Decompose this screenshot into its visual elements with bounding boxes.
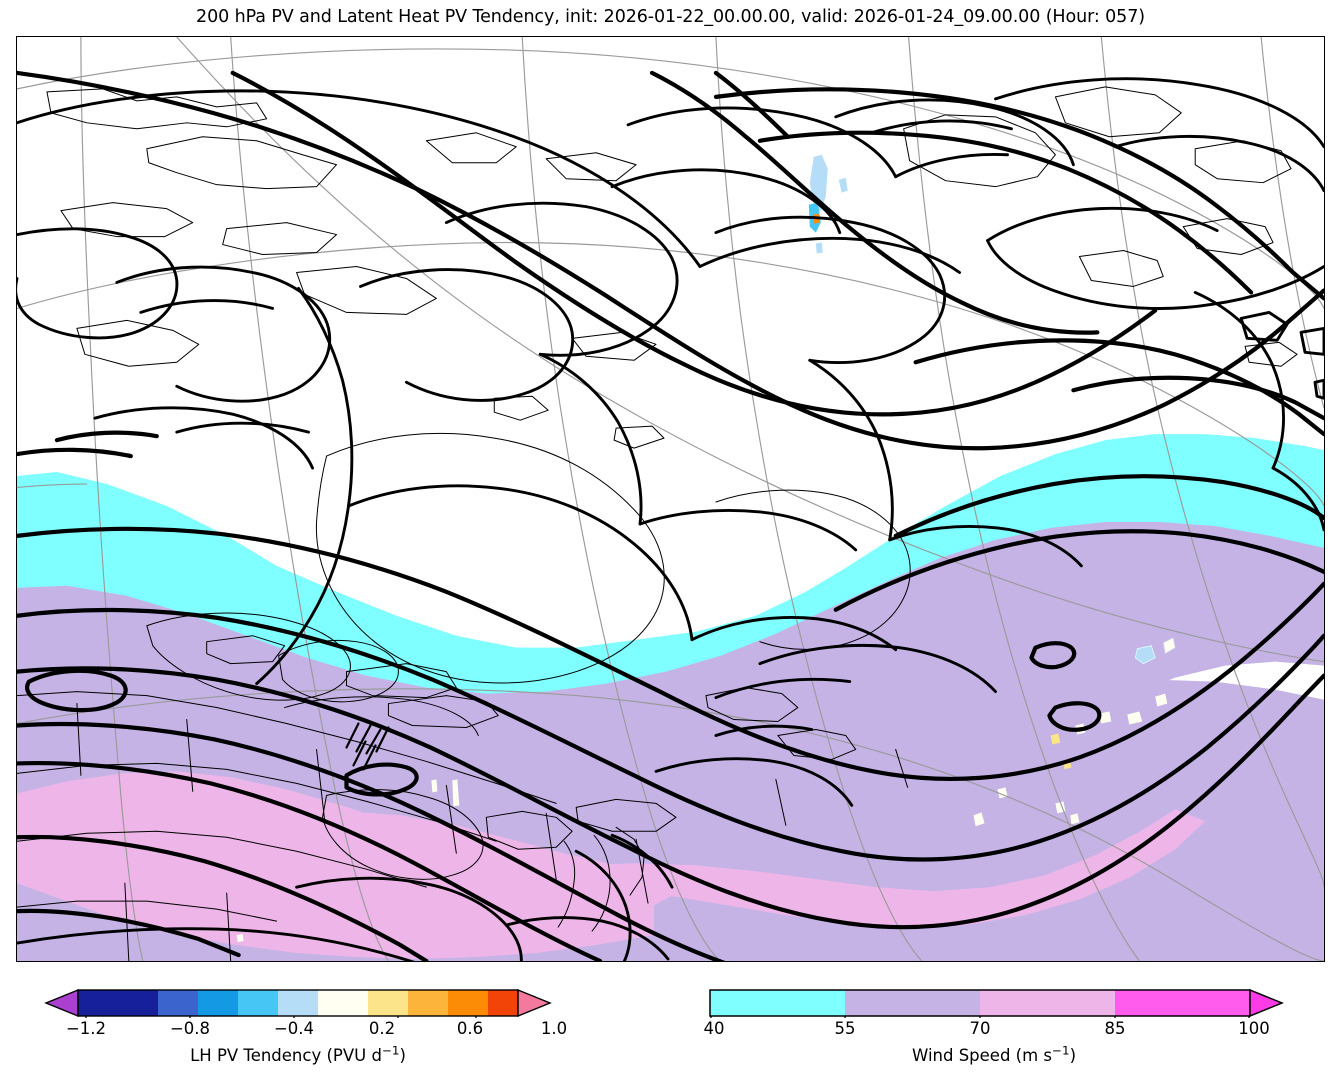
pv-contour: [17, 666, 1324, 930]
pv-contour: [713, 70, 790, 139]
cb-right-tick-3: 85: [1104, 1019, 1126, 1038]
pv-contours: [17, 70, 1324, 961]
wind-band-70-85-atl: [516, 809, 1206, 928]
coastlines-thick: [17, 77, 1324, 961]
lhpv-patch: [815, 242, 823, 254]
pv-contour: [230, 70, 1158, 417]
pv-contour: [649, 70, 1100, 335]
pv-contour: [17, 721, 726, 961]
wind-band-55-70-lower: [17, 595, 786, 802]
cb-left-ticks: [85, 1016, 477, 1018]
cb-right-bands: [710, 990, 1250, 1016]
colorbar-lh-pv-tendency-swatches: [44, 988, 552, 1018]
cb-right-axis-label: Wind Speed (m s−1): [700, 1043, 1288, 1065]
cb-left-label-suffix: ): [399, 1046, 406, 1065]
wind-barbs: [345, 722, 390, 771]
cb-right-tick-4: 100: [1238, 1019, 1270, 1038]
cb-right-over-arrow: [1249, 988, 1284, 1018]
cb-right-ticks: [710, 1016, 1250, 1018]
lhpv-patch: [1134, 645, 1156, 665]
pv-contour: [17, 908, 241, 958]
lhpv-patch: [431, 779, 438, 793]
cb-left-axis-label: LH PV Tendency (PVU d−1): [38, 1043, 558, 1065]
cb-right-tick-1: 55: [834, 1019, 856, 1038]
cb-right-tick-2: 70: [969, 1019, 991, 1038]
pv-contour: [757, 130, 1254, 295]
pv-contour: [54, 430, 159, 443]
pv-contour: [713, 87, 1324, 301]
cb-left-over-arrow: [517, 988, 552, 1018]
pv-contour: [913, 338, 1324, 437]
pv-contour: [17, 70, 1324, 451]
pv-contour: [833, 529, 1324, 612]
pv-contour-closed: [1029, 641, 1077, 670]
pv-contour-closed: [1047, 701, 1102, 732]
cb-right-ticklabels: 40 55 70 85 100: [700, 1019, 1288, 1041]
pv-contour: [17, 447, 133, 459]
cb-right-label-suffix: ): [1069, 1046, 1076, 1065]
cb-right-tick-0: 40: [703, 1019, 725, 1038]
map-axes: [16, 36, 1325, 962]
cb-right-label-exp: −1: [1052, 1043, 1070, 1058]
lhpv-patch: [1050, 733, 1061, 745]
figure-title: 200 hPa PV and Latent Heat PV Tendency, …: [196, 7, 1145, 27]
pv-contour: [17, 834, 429, 961]
map-canvas: [17, 37, 1324, 961]
lhpv-patch: [1162, 637, 1176, 655]
pv-contour-closed: [344, 762, 419, 797]
cb-left-under-arrow: [44, 988, 79, 1018]
lhpv-patch: [973, 812, 985, 827]
lh-pv-tendency-shading: [236, 154, 1176, 943]
lhpv-patch: [1070, 813, 1080, 825]
lhpv-patch: [1127, 711, 1143, 725]
cb-left-tick-4: 0.6: [456, 1019, 484, 1038]
pv-contour: [17, 526, 1324, 781]
colorbar-lh-pv-tendency: −1.2 −0.8 −0.4 0.2 0.6 1.0 LH PV Tendenc…: [38, 988, 567, 1080]
cb-right-label-prefix: Wind Speed (m s: [912, 1046, 1053, 1065]
pv-contour: [17, 607, 1324, 862]
lhpv-patch: [236, 934, 244, 943]
pv-contour: [17, 760, 603, 961]
wind-band-70-85-b: [17, 771, 655, 960]
lhpv-patch: [1099, 711, 1112, 724]
cb-left-tick-5: 1.0: [540, 1019, 568, 1038]
cb-left-label-exp: −1: [381, 1043, 400, 1058]
cb-left-bands: [78, 990, 518, 1016]
colorbar-wind-speed: 40 55 70 85 100 Wind Speed (m s−1): [700, 988, 1288, 1080]
cb-left-label-prefix: LH PV Tendency (PVU d: [190, 1046, 382, 1065]
cb-left-tick-0: −1.2: [65, 1019, 107, 1038]
colorbar-wind-speed-swatches: [709, 988, 1284, 1018]
cb-left-ticklabels: −1.2 −0.8 −0.4 0.2 0.6 1.0: [38, 1019, 567, 1041]
lhpv-patch: [1155, 693, 1168, 707]
graticule: [17, 37, 1324, 961]
pv-contour: [1071, 375, 1324, 421]
lhpv-patch: [838, 177, 848, 193]
cb-left-tick-3: 0.2: [368, 1019, 396, 1038]
pv-contour: [893, 474, 1324, 539]
cb-left-tick-2: −0.4: [273, 1019, 315, 1038]
cb-left-tick-1: −0.8: [169, 1019, 211, 1038]
pv-contour-closed: [25, 668, 128, 713]
lhpv-patch: [452, 779, 460, 807]
